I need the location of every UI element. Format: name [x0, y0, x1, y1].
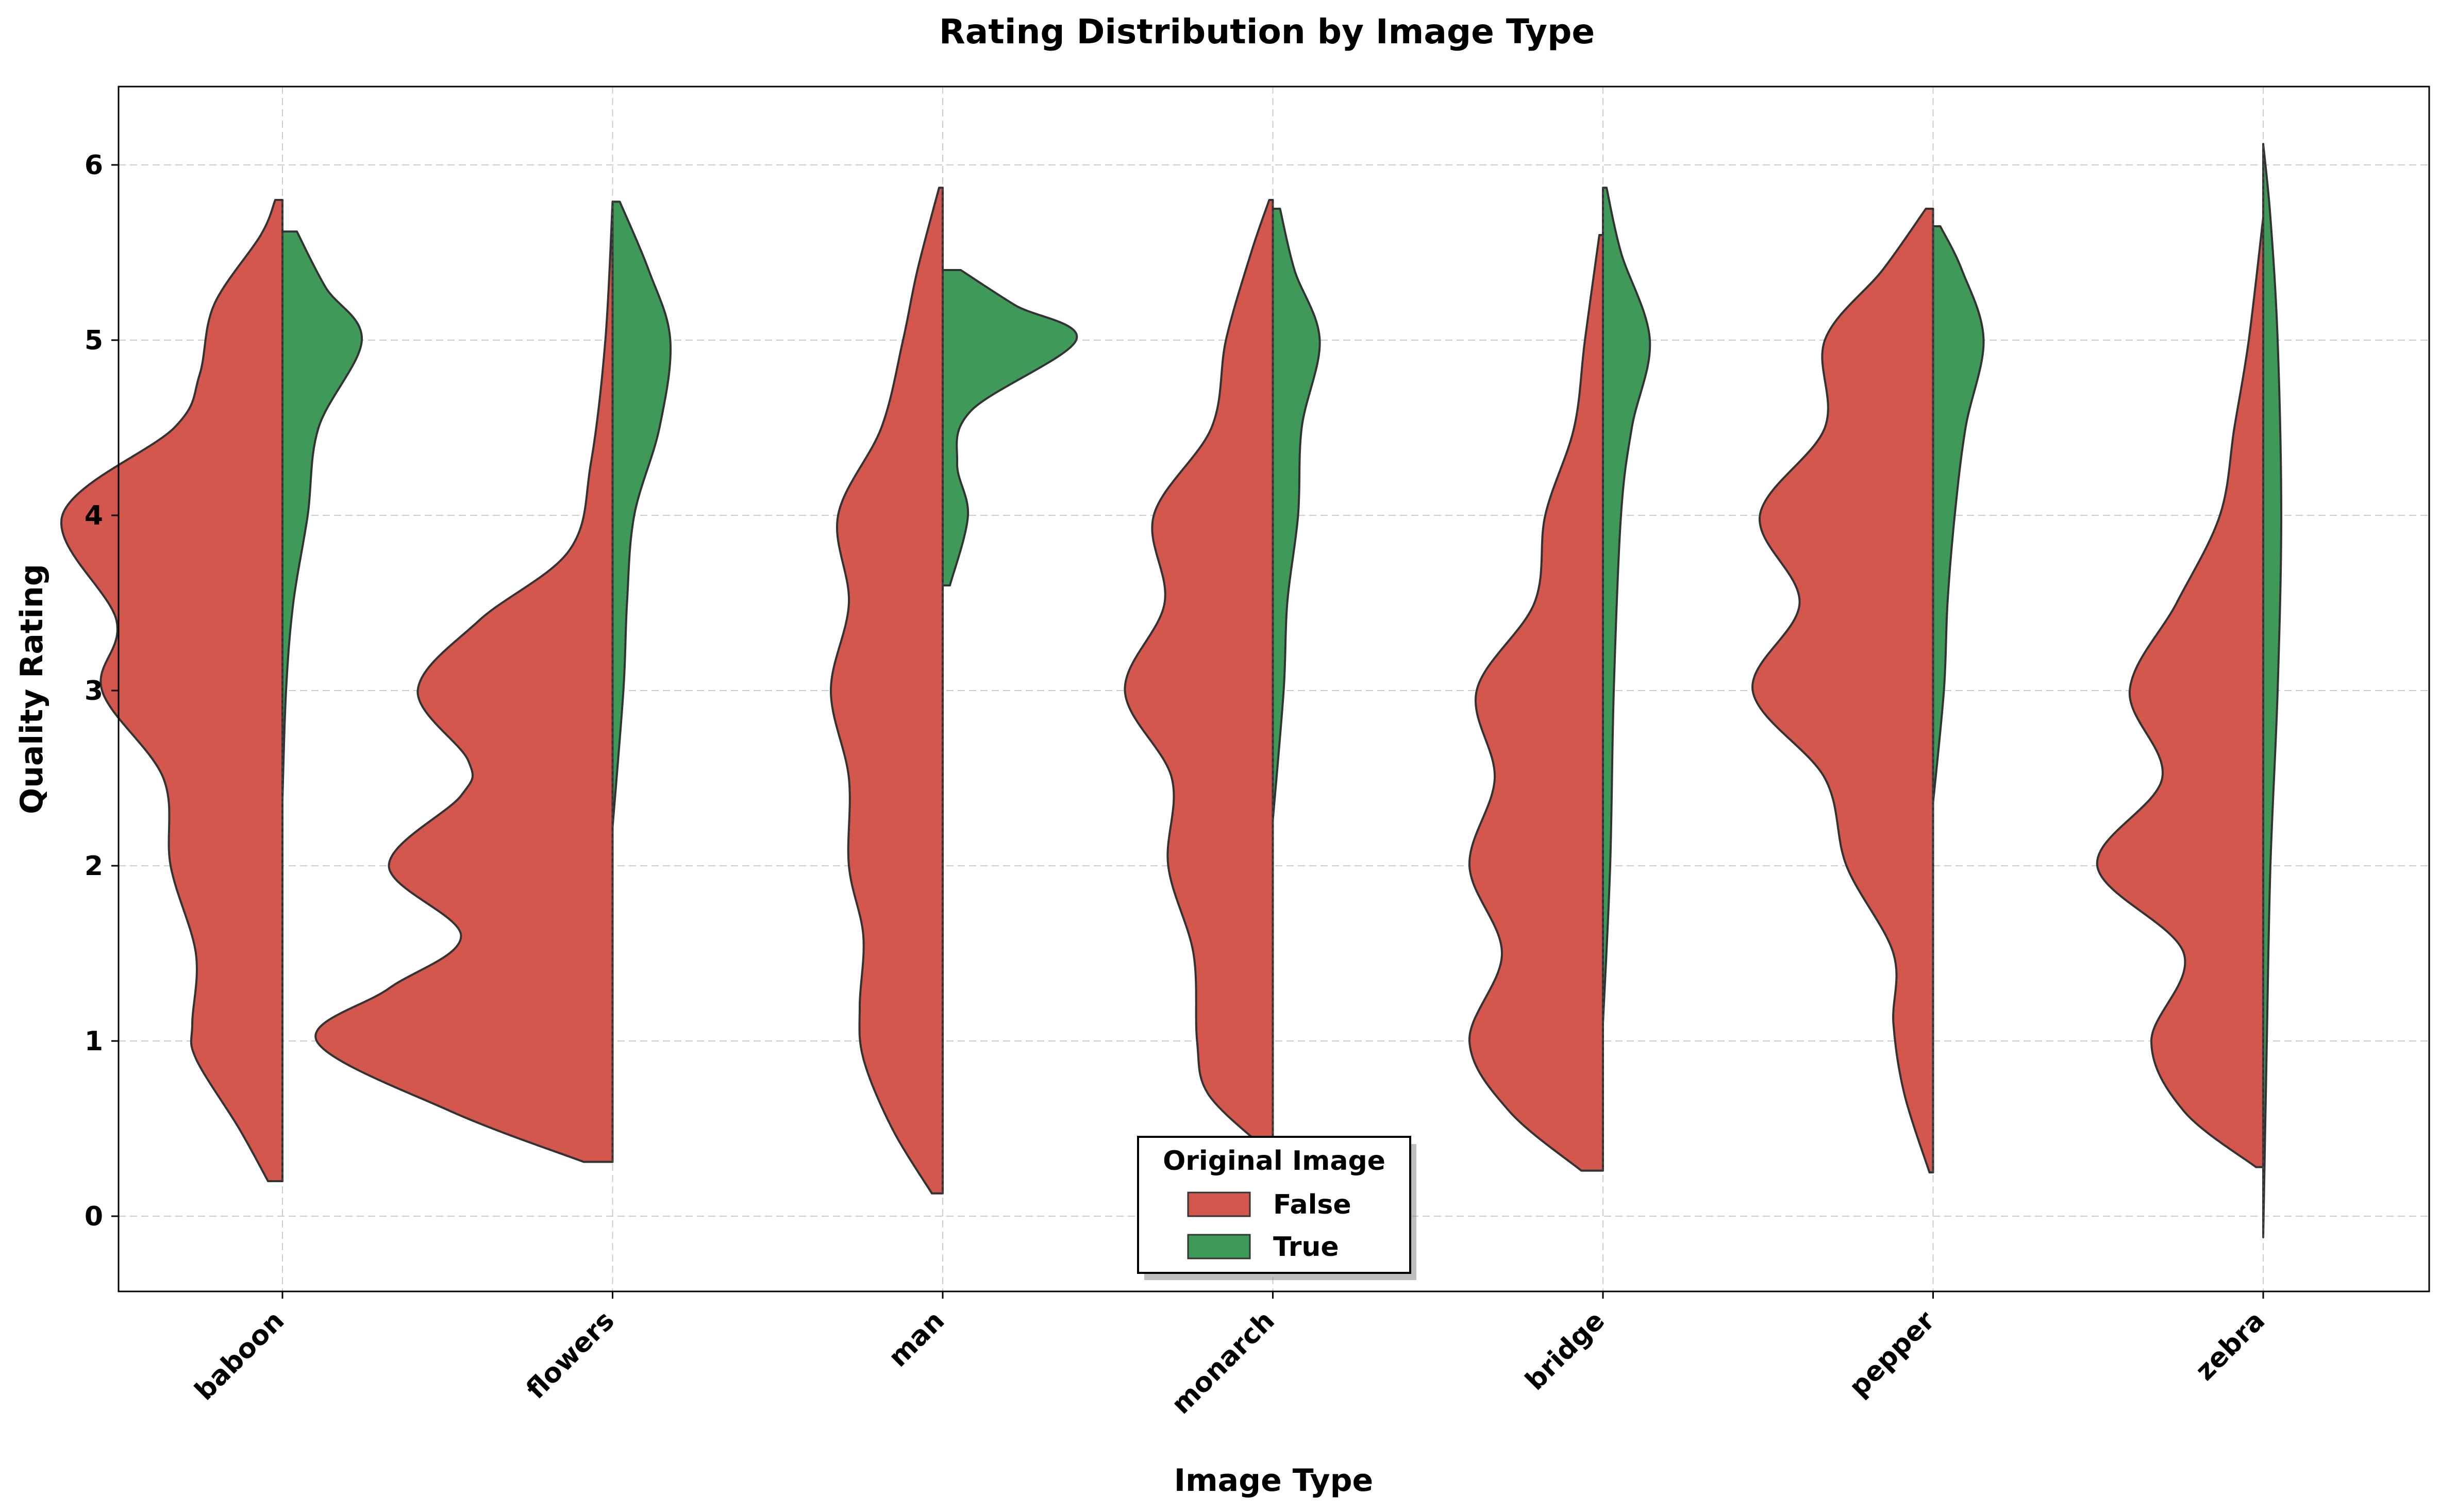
legend-label-true: True	[1273, 1232, 1339, 1263]
legend-swatch-true	[1187, 1234, 1251, 1259]
violin-false-bridge	[1468, 234, 1604, 1172]
violin-layer	[60, 143, 2282, 1238]
violin-true-flowers	[611, 200, 672, 829]
legend: Original Image False True	[1137, 1136, 1416, 1280]
legend-box	[1137, 1136, 1411, 1274]
violin-false-man	[830, 187, 944, 1195]
legend-label-false: False	[1273, 1189, 1351, 1220]
violin-false-baboon	[60, 199, 283, 1182]
violin-false-monarch	[1124, 199, 1274, 1147]
violin-true-monarch	[1272, 208, 1321, 821]
violin-false-zebra	[2096, 216, 2264, 1168]
violin-false-flowers	[314, 200, 614, 1163]
x-axis-label: Image Type	[1174, 1463, 1373, 1499]
violin-true-baboon	[281, 230, 363, 800]
y-tick-label: 1	[85, 1026, 103, 1057]
y-tick-label: 5	[85, 325, 103, 356]
y-axis-label: Quality Rating	[14, 564, 50, 814]
chart-title: Rating Distribution by Image Type	[939, 12, 1595, 52]
y-tick-label: 4	[85, 500, 103, 531]
y-tick-label: 6	[85, 150, 103, 181]
violin-true-man	[942, 269, 1078, 586]
y-tick-label: 2	[85, 851, 103, 882]
legend-title: Original Image	[1163, 1146, 1385, 1177]
y-tick-label: 0	[85, 1201, 103, 1232]
legend-swatch-false	[1187, 1191, 1251, 1217]
violin-true-zebra	[2262, 143, 2282, 1238]
violin-true-pepper	[1932, 225, 1985, 804]
plot-frame	[118, 86, 2430, 1292]
violin-false-pepper	[1751, 208, 1934, 1173]
violin-true-bridge	[1602, 187, 1651, 1024]
y-tick-label: 3	[85, 676, 103, 707]
